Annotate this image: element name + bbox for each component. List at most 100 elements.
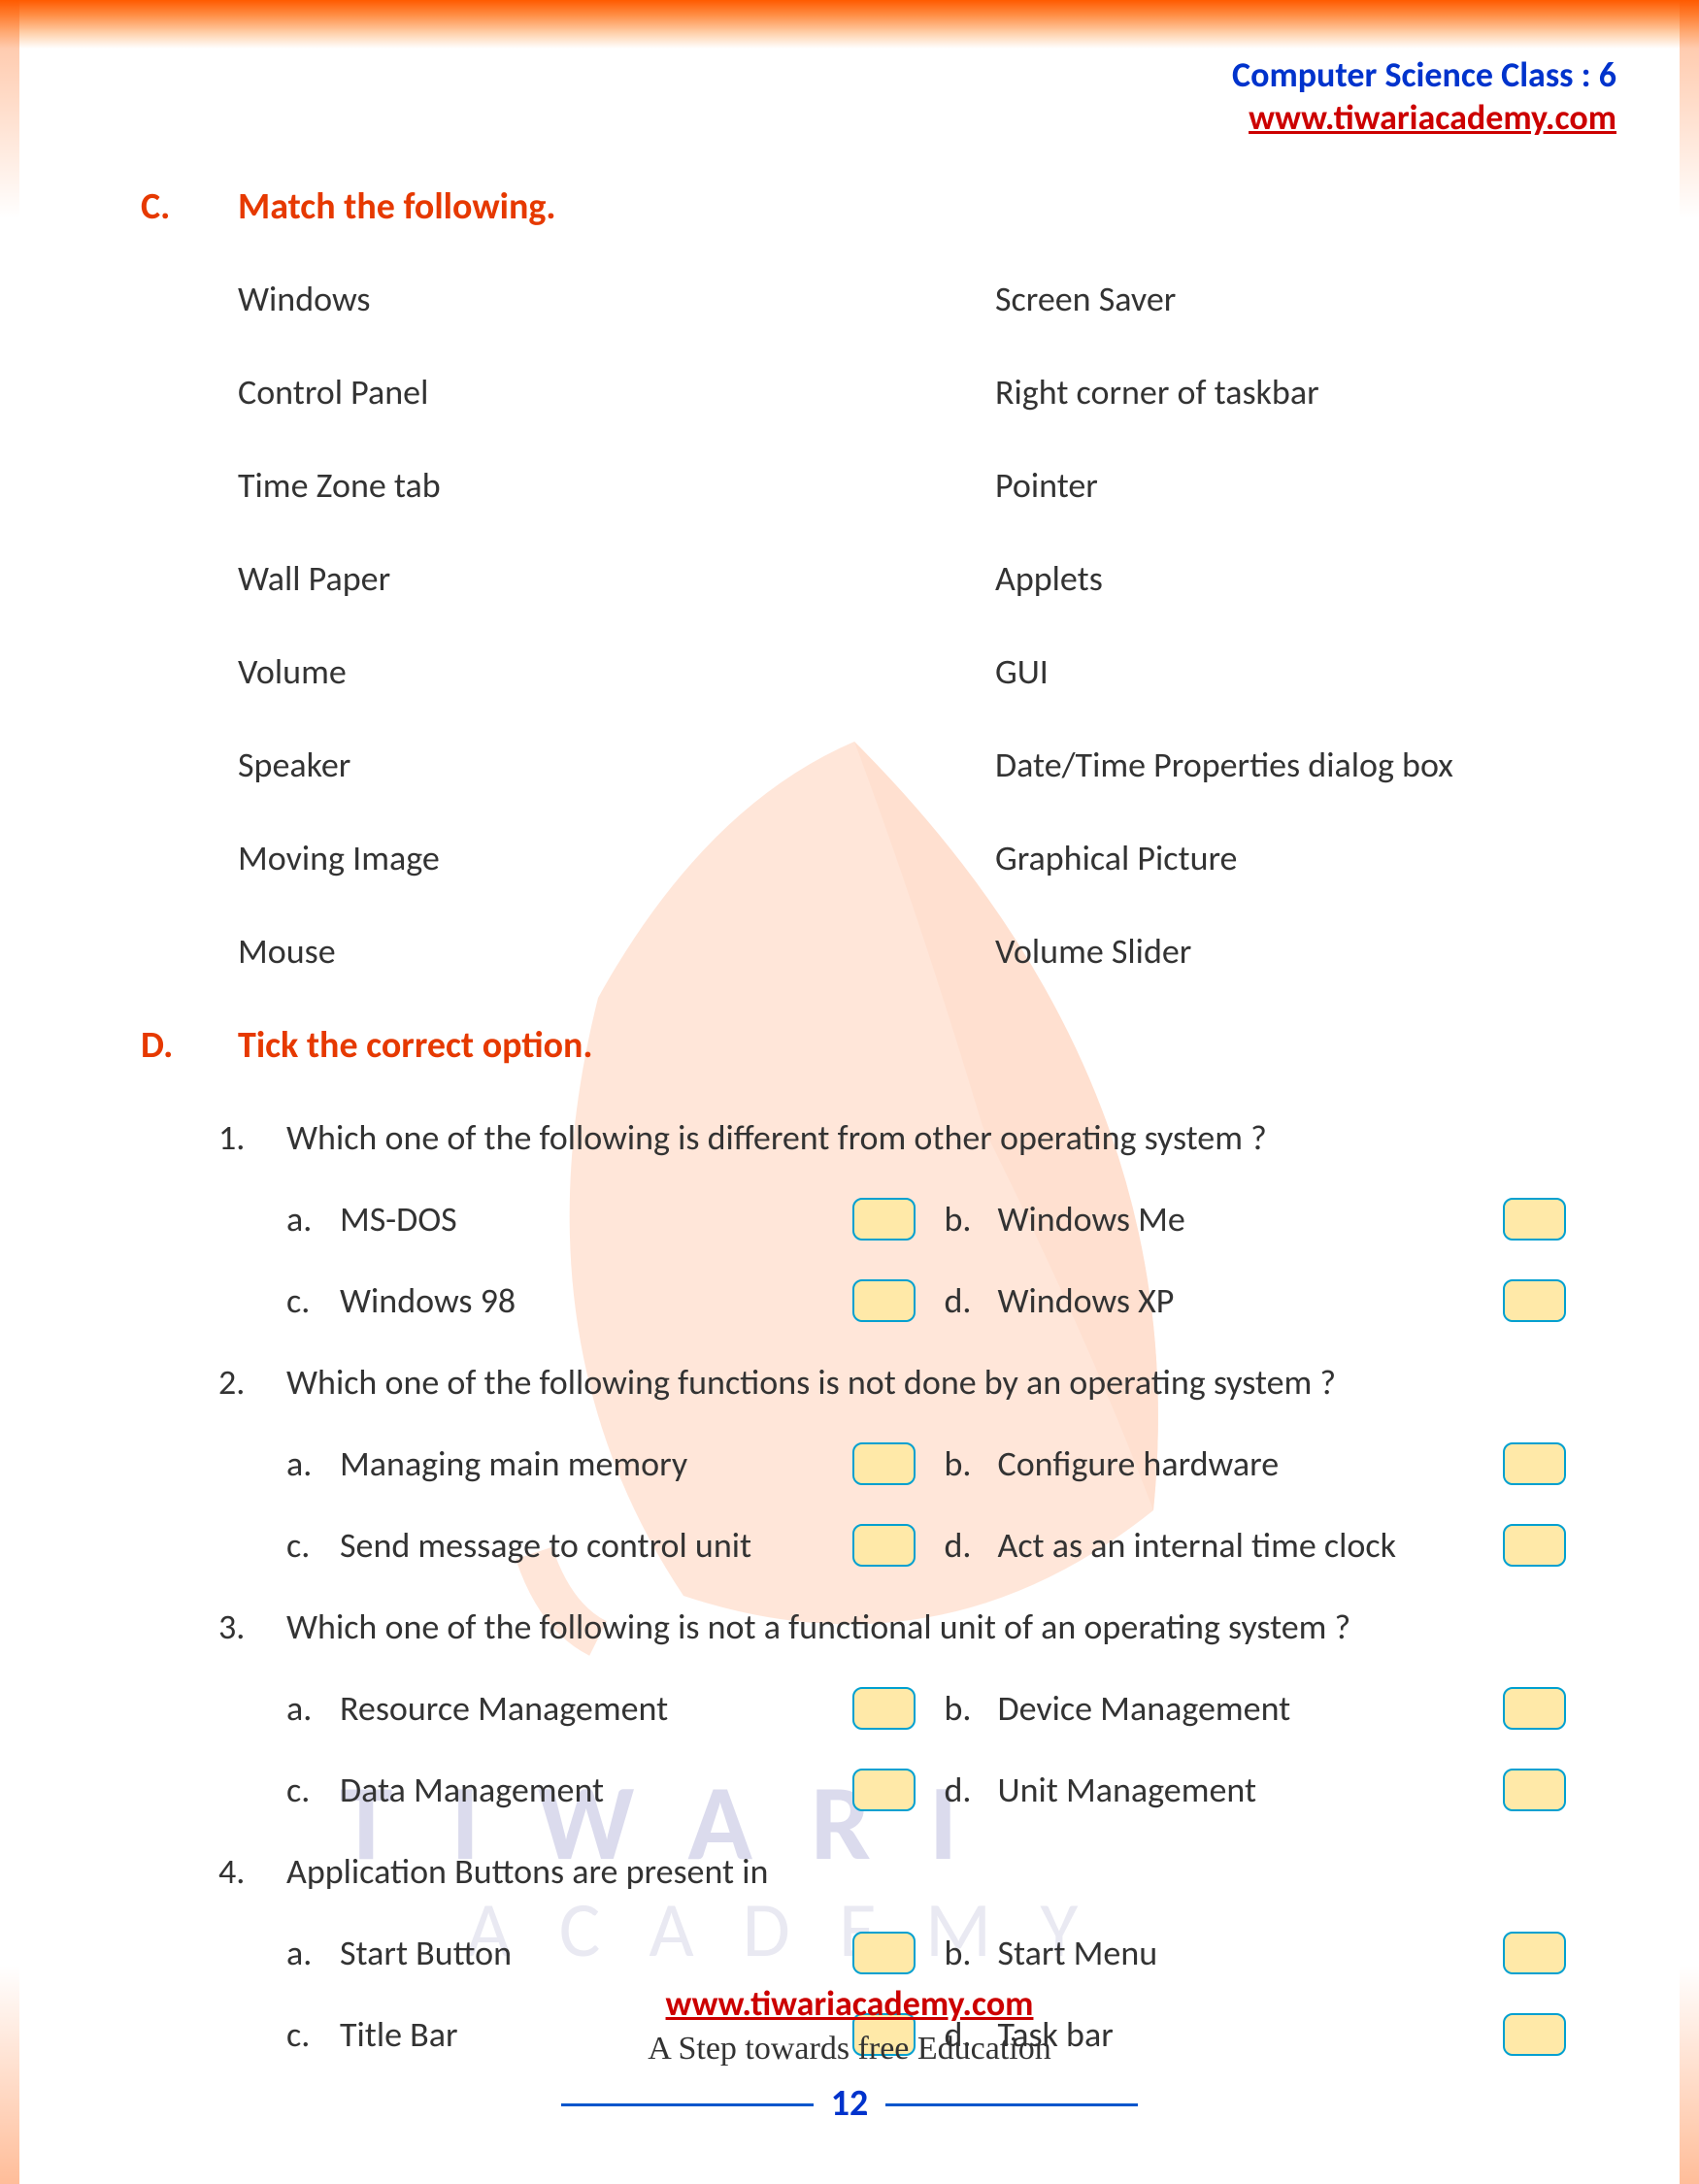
match-left: Time Zone tab [238,464,995,507]
match-right: Pointer [995,464,1602,507]
question: 3.Which one of the following is not a fu… [218,1605,1602,1811]
option: c.Data Management [286,1769,945,1811]
match-row: VolumeGUI [238,650,1602,693]
page-number: 12 [814,2081,886,2126]
option-label: c. [286,1279,340,1322]
checkbox[interactable] [852,1524,916,1567]
option-text: Device Management [998,1687,1474,1730]
question-number: 2. [218,1361,286,1404]
checkbox[interactable] [1503,1442,1566,1485]
question: 2.Which one of the following functions i… [218,1361,1602,1567]
option-text: Windows XP [998,1279,1474,1322]
question-row: 2.Which one of the following functions i… [218,1361,1602,1404]
side-border-left [0,0,19,2184]
options: a.Resource Managementb.Device Management… [286,1687,1602,1811]
option: b.Device Management [945,1687,1603,1730]
question-text: Which one of the following is not a func… [286,1605,1602,1648]
footer-tagline: A Step towards free Education [0,2031,1699,2068]
footer-url: www.tiwariacademy.com [0,1982,1699,2025]
option-label: a. [286,1442,340,1485]
option-label: b. [945,1198,998,1241]
page-footer: www.tiwariacademy.com A Step towards fre… [0,1982,1699,2126]
checkbox[interactable] [852,1198,916,1241]
page-content: C. Match the following. WindowsScreen Sa… [150,184,1602,2095]
option: c.Send message to control unit [286,1524,945,1567]
option-label: b. [945,1687,998,1730]
checkbox[interactable] [852,1442,916,1485]
option: a.Managing main memory [286,1442,945,1485]
checkbox[interactable] [1503,1524,1566,1567]
option-text: Data Management [340,1769,852,1811]
checkbox[interactable] [852,1687,916,1730]
option-label: a. [286,1932,340,1974]
checkbox[interactable] [1503,1687,1566,1730]
option-text: MS-DOS [340,1198,852,1241]
option-label: b. [945,1932,998,1974]
option-text: Send message to control unit [340,1524,852,1567]
question-number: 3. [218,1605,286,1648]
match-row: Time Zone tabPointer [238,464,1602,507]
section-c-title: Match the following. [238,184,1602,229]
header-class: Computer Science Class : 6 [1232,53,1616,96]
option-text: Unit Management [998,1769,1474,1811]
match-row: MouseVolume Slider [238,930,1602,973]
section-c: C. Match the following. WindowsScreen Sa… [150,184,1602,973]
match-right: Date/Time Properties dialog box [995,744,1602,786]
section-d: D. Tick the correct option. 1.Which one … [150,1023,1602,2056]
option-label: d. [945,1769,998,1811]
checkbox[interactable] [852,1769,916,1811]
option: b.Configure hardware [945,1442,1603,1485]
header-url: www.tiwariacademy.com [1232,96,1616,139]
checkbox[interactable] [852,1279,916,1322]
match-left: Volume [238,650,995,693]
match-row: SpeakerDate/Time Properties dialog box [238,744,1602,786]
match-left: Speaker [238,744,995,786]
option: b.Windows Me [945,1198,1603,1241]
question-text: Application Buttons are present in [286,1850,1602,1893]
side-border-right [1680,0,1699,2184]
match-left: Wall Paper [238,557,995,600]
option-text: Managing main memory [340,1442,852,1485]
checkbox[interactable] [1503,1932,1566,1974]
option-label: a. [286,1198,340,1241]
question-row: 3.Which one of the following is not a fu… [218,1605,1602,1648]
option: c.Windows 98 [286,1279,945,1322]
question-text: Which one of the following is different … [286,1116,1602,1159]
match-left: Mouse [238,930,995,973]
option: a.MS-DOS [286,1198,945,1241]
match-left: Windows [238,278,995,320]
option-label: c. [286,1769,340,1811]
section-d-title: Tick the correct option. [238,1023,1602,1068]
question: 1.Which one of the following is differen… [218,1116,1602,1322]
checkbox[interactable] [1503,1769,1566,1811]
option-label: b. [945,1442,998,1485]
option: b.Start Menu [945,1932,1603,1974]
top-gradient [0,0,1699,49]
checkbox[interactable] [1503,1279,1566,1322]
question-text: Which one of the following functions is … [286,1361,1602,1404]
page-header: Computer Science Class : 6 www.tiwariaca… [1232,53,1616,139]
option-text: Start Menu [998,1932,1474,1974]
question-row: 1.Which one of the following is differen… [218,1116,1602,1159]
option-text: Windows Me [998,1198,1474,1241]
match-row: Moving ImageGraphical Picture [238,837,1602,879]
option: d.Windows XP [945,1279,1603,1322]
match-right: Applets [995,557,1602,600]
option-label: d. [945,1524,998,1567]
match-row: WindowsScreen Saver [238,278,1602,320]
match-right: GUI [995,650,1602,693]
section-c-label: C. [141,184,170,229]
match-right: Screen Saver [995,278,1602,320]
match-row: Control PanelRight corner of taskbar [238,371,1602,414]
question-row: 4.Application Buttons are present in [218,1850,1602,1893]
match-right: Graphical Picture [995,837,1602,879]
section-d-label: D. [141,1023,173,1068]
match-left: Moving Image [238,837,995,879]
option: d.Act as an internal time clock [945,1524,1603,1567]
checkbox[interactable] [852,1932,916,1974]
question-number: 4. [218,1850,286,1893]
match-left: Control Panel [238,371,995,414]
checkbox[interactable] [1503,1198,1566,1241]
option-text: Act as an internal time clock [998,1524,1474,1567]
options: a.MS-DOSb.Windows Mec.Windows 98d.Window… [286,1198,1602,1322]
